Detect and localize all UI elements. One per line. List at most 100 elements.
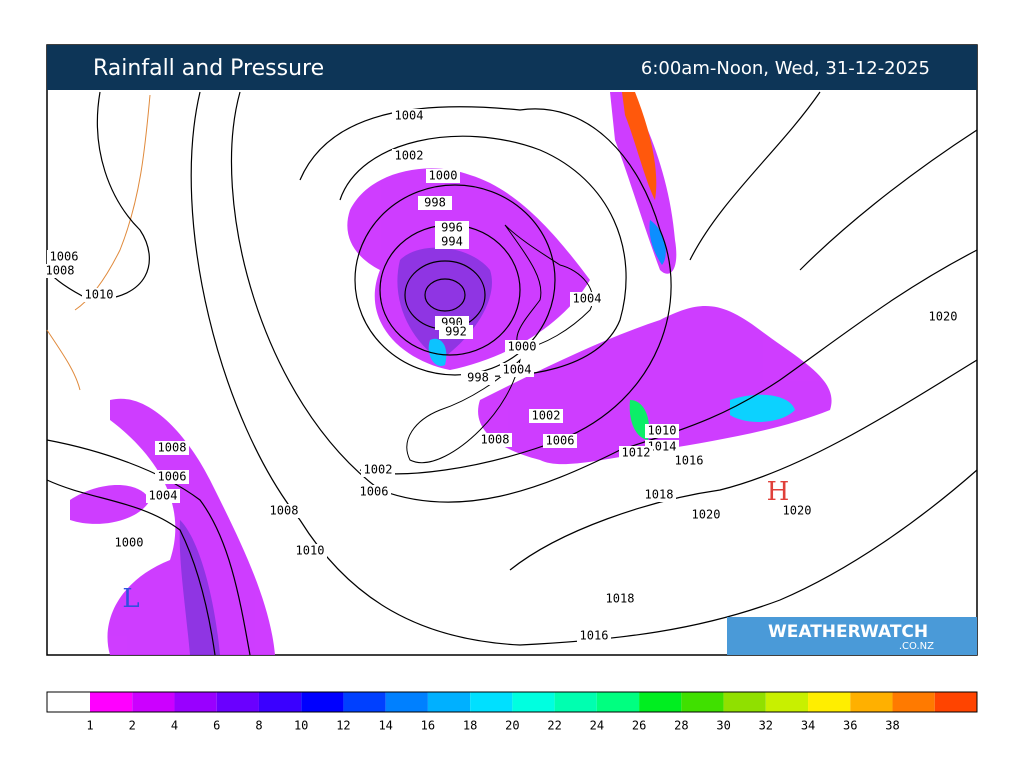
isobar-label-bg (155, 441, 189, 455)
scale-swatch (934, 692, 977, 712)
scale-swatch (47, 692, 90, 712)
isobar-label-bg (146, 489, 180, 503)
isobar-label: 1008 (270, 504, 299, 518)
isobar-label-bg (392, 149, 426, 163)
scale-label: 6 (213, 719, 220, 733)
isobar-label: 1008 (158, 441, 187, 455)
isobar-label-bg (689, 508, 723, 522)
isobar-label-bg (543, 434, 577, 448)
isobars (46, 91, 978, 656)
scale-label: 28 (674, 719, 688, 733)
isobar-label: 1004 (149, 489, 178, 503)
isobar-label-bg (570, 292, 604, 306)
isobar-label-bg (392, 109, 426, 123)
isobar-label-bg (780, 504, 814, 518)
pressure-centres: HL (122, 477, 789, 614)
scale-swatch (639, 692, 682, 712)
scale-label: 2 (129, 719, 136, 733)
isobar-label-bg (439, 325, 473, 339)
isobar-label: 998 (467, 371, 489, 385)
isobar-label: 996 (441, 221, 463, 235)
scale-swatch (470, 692, 513, 712)
isobar-label: 1006 (546, 434, 575, 448)
scale-label: 10 (294, 719, 308, 733)
header-title: Rainfall and Pressure (93, 56, 324, 81)
isobar-label-bg (926, 310, 960, 324)
isobar-label: 1004 (573, 292, 602, 306)
logo-part1: WEATHER (768, 622, 861, 642)
isobar-label: 1010 (85, 288, 114, 302)
isobar-label: 1020 (692, 508, 721, 522)
isobar-label-bg (642, 488, 676, 502)
isobar-label-bg (47, 250, 81, 264)
pressure-centre: L (122, 584, 139, 614)
scale-swatch (258, 692, 302, 712)
isobar-label-bg (478, 433, 512, 447)
isobar-label: 1000 (429, 169, 458, 183)
isobar-label-bg (505, 340, 539, 354)
isobar-label-bg (293, 544, 327, 558)
scale-label: 24 (590, 719, 604, 733)
scale-label: 18 (463, 719, 477, 733)
scale-border (46, 691, 978, 713)
isobar-label: 1010 (648, 424, 677, 438)
map: 1004100210009989969949909921004100010049… (43, 44, 978, 656)
isobar-label: 1008 (46, 264, 75, 278)
logo-part2: WATCH (860, 622, 928, 642)
scale-swatch (723, 692, 766, 712)
scale-swatch (385, 692, 428, 712)
isobar-label: 1000 (115, 536, 144, 550)
pressure-centre: H (767, 477, 790, 507)
isobar-label: 1016 (675, 454, 704, 468)
logo-domain: .CO.NZ (899, 641, 934, 652)
isobar-label-bg (435, 235, 469, 249)
isobar-label-bg (461, 371, 495, 385)
isobar-label: 1006 (360, 485, 389, 499)
scale-label: 1 (86, 719, 93, 733)
isobar-label: 1004 (395, 109, 424, 123)
isobar-label-bg (418, 196, 452, 210)
isobar-label-bg (426, 169, 460, 183)
logo-box (727, 617, 977, 655)
isobar-label-bg (645, 440, 679, 454)
isobar-label: 1006 (50, 250, 79, 264)
scale-swatch (174, 692, 217, 712)
isobar-label: 1000 (508, 340, 537, 354)
isobar-label-bg (435, 221, 469, 235)
scale-label: 16 (421, 719, 435, 733)
scale-swatch (892, 692, 935, 712)
scale-label: 20 (505, 719, 519, 733)
isobar-label: 1010 (296, 544, 325, 558)
scale-label: 26 (632, 719, 646, 733)
isobar-label-bg (603, 592, 637, 606)
scale-swatch (512, 692, 555, 712)
scale-swatch (765, 692, 809, 712)
isobar-label-bg (43, 264, 77, 278)
isobar-label-bg (82, 288, 116, 302)
scale-swatch (427, 692, 471, 712)
scale-label: 4 (171, 719, 178, 733)
isobar-label-bg (672, 454, 706, 468)
isobar-labels: 1004100210009989969949909921004100010049… (43, 109, 960, 643)
scale-swatch (554, 692, 597, 712)
scale-swatch (90, 692, 133, 712)
scale-swatch (343, 692, 386, 712)
header-time: 6:00am-Noon, Wed, 31-12-2025 (641, 58, 930, 79)
isobar-label: 1016 (580, 629, 609, 643)
isobar-label-bg (619, 446, 653, 460)
scale-label: 8 (255, 719, 262, 733)
scale-label: 22 (547, 719, 561, 733)
header-bar (47, 45, 977, 90)
isobar-label: 994 (441, 235, 463, 249)
scale-label: 34 (801, 719, 815, 733)
scale-swatch (596, 692, 640, 712)
isobar-label-bg (361, 463, 395, 477)
scale-swatch (681, 692, 724, 712)
isobar-label-bg (500, 363, 534, 377)
isobar-label: 1002 (532, 409, 561, 423)
isobar-label-bg (267, 504, 301, 518)
isobar-label: 1012 (622, 446, 651, 460)
isobar-label: 1018 (606, 592, 635, 606)
scale-label: 14 (378, 719, 392, 733)
isobar-label: 992 (445, 325, 467, 339)
